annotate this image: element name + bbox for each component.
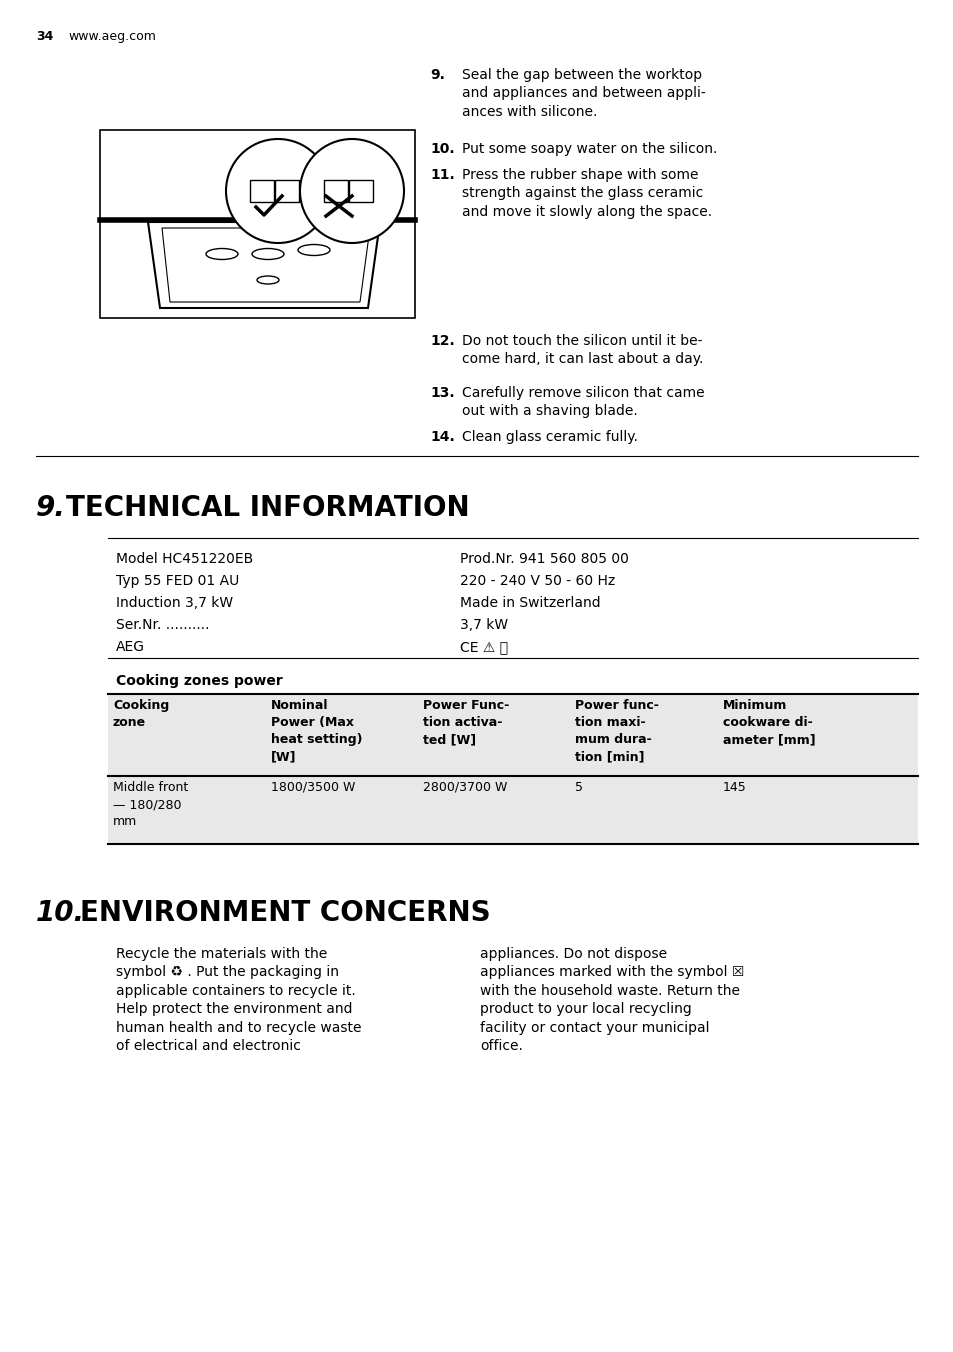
- Text: www.aeg.com: www.aeg.com: [68, 30, 155, 43]
- Text: CE ⚠ ␡: CE ⚠ ␡: [459, 639, 508, 654]
- Text: Middle front
— 180/280
mm: Middle front — 180/280 mm: [112, 781, 188, 827]
- Bar: [324, 180, 348, 201]
- Text: 145: 145: [722, 781, 746, 794]
- Text: Carefully remove silicon that came
out with a shaving blade.: Carefully remove silicon that came out w…: [461, 387, 704, 418]
- Ellipse shape: [206, 249, 237, 260]
- Text: appliances. Do not dispose
appliances marked with the symbol ☒
with the househol: appliances. Do not dispose appliances ma…: [479, 946, 743, 1053]
- Text: Do not touch the silicon until it be-
come hard, it can last about a day.: Do not touch the silicon until it be- co…: [461, 334, 702, 366]
- Text: 5: 5: [575, 781, 582, 794]
- Text: 13.: 13.: [430, 387, 455, 400]
- Text: 9.: 9.: [430, 68, 444, 82]
- Text: 14.: 14.: [430, 430, 455, 443]
- Text: Induction 3,7 kW: Induction 3,7 kW: [116, 596, 233, 610]
- Bar: [250, 180, 274, 201]
- Bar: [274, 180, 298, 201]
- Text: Nominal
Power (Max
heat setting)
[W]: Nominal Power (Max heat setting) [W]: [271, 699, 362, 763]
- Text: 9.: 9.: [36, 493, 66, 522]
- Polygon shape: [148, 222, 379, 308]
- Text: 12.: 12.: [430, 334, 455, 347]
- Text: Seal the gap between the worktop
and appliances and between appli-
ances with si: Seal the gap between the worktop and app…: [461, 68, 705, 119]
- Circle shape: [299, 139, 403, 243]
- Circle shape: [226, 139, 330, 243]
- Text: Cooking zones power: Cooking zones power: [116, 675, 282, 688]
- Ellipse shape: [252, 249, 284, 260]
- Text: 2800/3700 W: 2800/3700 W: [422, 781, 507, 794]
- Text: Put some soapy water on the silicon.: Put some soapy water on the silicon.: [461, 142, 717, 155]
- Text: 1800/3500 W: 1800/3500 W: [271, 781, 355, 794]
- Bar: [349, 180, 373, 201]
- Text: Clean glass ceramic fully.: Clean glass ceramic fully.: [461, 430, 638, 443]
- Text: Ser.Nr. ..........: Ser.Nr. ..........: [116, 618, 210, 631]
- Text: Prod.Nr. 941 560 805 00: Prod.Nr. 941 560 805 00: [459, 552, 628, 566]
- Text: AEG: AEG: [116, 639, 145, 654]
- Bar: [108, 694, 917, 776]
- Text: ENVIRONMENT CONCERNS: ENVIRONMENT CONCERNS: [80, 899, 490, 927]
- Text: 220 - 240 V 50 - 60 Hz: 220 - 240 V 50 - 60 Hz: [459, 575, 615, 588]
- Text: TECHNICAL INFORMATION: TECHNICAL INFORMATION: [66, 493, 469, 522]
- Text: Made in Switzerland: Made in Switzerland: [459, 596, 600, 610]
- Text: Power Func-
tion activa-
ted [W]: Power Func- tion activa- ted [W]: [422, 699, 509, 746]
- Text: 34: 34: [36, 30, 53, 43]
- Text: 11.: 11.: [430, 168, 455, 183]
- Text: Minimum
cookware di-
ameter [mm]: Minimum cookware di- ameter [mm]: [722, 699, 815, 746]
- Text: Recycle the materials with the
symbol ♻ . Put the packaging in
applicable contai: Recycle the materials with the symbol ♻ …: [116, 946, 361, 1053]
- Text: Model HC451220EB: Model HC451220EB: [116, 552, 253, 566]
- Text: 3,7 kW: 3,7 kW: [459, 618, 508, 631]
- Ellipse shape: [256, 276, 278, 284]
- Text: Power func-
tion maxi-
mum dura-
tion [min]: Power func- tion maxi- mum dura- tion [m…: [575, 699, 659, 763]
- Bar: [108, 776, 917, 844]
- Ellipse shape: [297, 245, 330, 256]
- Text: Cooking
zone: Cooking zone: [112, 699, 169, 729]
- Text: Press the rubber shape with some
strength against the glass ceramic
and move it : Press the rubber shape with some strengt…: [461, 168, 711, 219]
- Text: 10.: 10.: [36, 899, 85, 927]
- Bar: [100, 130, 415, 318]
- Text: 10.: 10.: [430, 142, 455, 155]
- Text: Typ 55 FED 01 AU: Typ 55 FED 01 AU: [116, 575, 239, 588]
